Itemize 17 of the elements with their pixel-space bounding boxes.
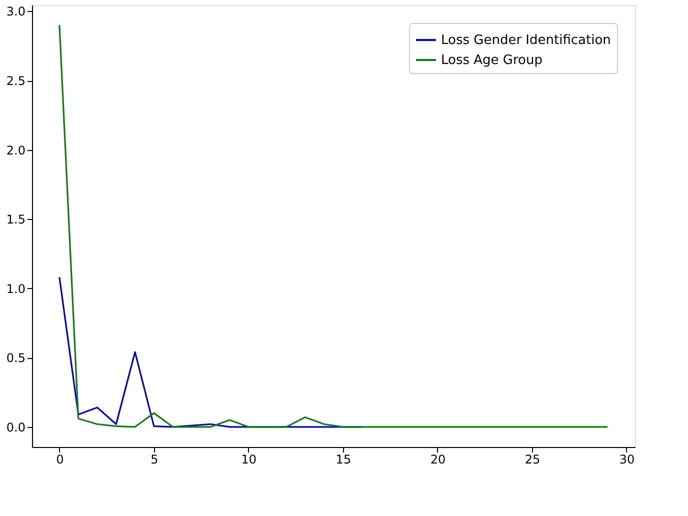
y-tick-label: 1.0: [6, 282, 26, 296]
x-tick-label: 0: [56, 452, 64, 466]
y-tick-label: 1.5: [6, 212, 26, 227]
y-tick-label: 3.0: [6, 4, 26, 19]
y-tick-label: 2.5: [6, 74, 26, 88]
y-tick-label: 0.5: [6, 351, 26, 366]
y-tick-label: 2.0: [6, 143, 26, 158]
x-tick-label: 5: [150, 452, 158, 466]
legend-label: Loss Gender Identification: [441, 33, 611, 48]
x-tick-label: 10: [241, 452, 257, 466]
x-tick-label: 30: [619, 452, 635, 466]
y-tick-label: 0.0: [6, 420, 26, 434]
line-series: [58, 24, 608, 428]
x-tick-label: 20: [430, 452, 446, 466]
x-tick-label: 25: [524, 452, 540, 466]
x-tick-label: 15: [336, 452, 352, 466]
legend-label: Loss Age Group: [441, 53, 542, 68]
